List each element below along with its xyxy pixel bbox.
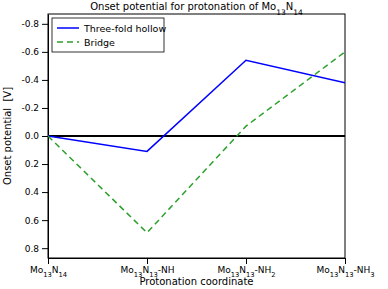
legend-label: Bridge [84, 37, 115, 48]
text-part: -NH [354, 265, 371, 275]
y-tick-mark [42, 24, 48, 25]
text-part: Mo [217, 265, 231, 275]
y-tick-label: -0.2 [21, 103, 39, 113]
y-tick-label: 0.4 [25, 187, 40, 197]
reference-line [48, 135, 345, 137]
y-tick: 0.0 [25, 131, 48, 141]
x-tick: Mo13N14 [30, 258, 67, 279]
y-tick-label: 0.8 [25, 244, 40, 254]
y-tick-label: -0.8 [21, 19, 39, 29]
x-tick-label: Mo13N13-NH3 [316, 265, 374, 279]
y-tick-mark [42, 220, 48, 221]
legend-label: Three-fold hollow [83, 23, 166, 34]
text-part: N [142, 265, 149, 275]
chart-title: Onset potential for protonation of Mo13N… [90, 1, 303, 17]
y-tick-label: 0.6 [25, 216, 40, 226]
legend-swatch [57, 41, 79, 43]
text-part: 14 [59, 271, 68, 279]
y-tick-label: 0.2 [25, 159, 39, 169]
plot-area [48, 52, 345, 233]
x-tick-label: Mo13N14 [30, 265, 67, 279]
y-tick: -0.4 [21, 75, 48, 85]
y-tick-mark [42, 108, 48, 109]
y-tick: -0.8 [21, 19, 48, 29]
text-part: N [52, 265, 59, 275]
chart: -0.8-0.6-0.4-0.20.00.20.40.60.8Mo13N14Mo… [0, 0, 388, 289]
y-tick: 0.8 [25, 244, 48, 254]
x-tick: Mo13N13-NH3 [316, 258, 374, 279]
x-tick-mark [48, 258, 49, 264]
text-part: N [239, 265, 246, 275]
plot-frame [48, 14, 345, 258]
y-tick-label: -0.4 [21, 75, 39, 85]
series-line [48, 60, 345, 151]
y-tick-mark [42, 80, 48, 81]
y-tick: 0.2 [25, 159, 48, 169]
y-tick-mark [42, 192, 48, 193]
x-tick-mark [147, 258, 148, 264]
text-part: -NH [255, 265, 272, 275]
text-part: Mo [121, 265, 135, 275]
text-part: 3 [370, 271, 374, 279]
text-part: N [338, 265, 345, 275]
y-axis-title: Onset potential [V] [2, 87, 13, 185]
text-part: Mo [316, 265, 330, 275]
y-tick-mark [42, 52, 48, 53]
text-part: 13 [276, 8, 286, 17]
text-part: Onset potential for protonation of Mo [90, 1, 276, 12]
x-axis-line [49, 258, 346, 259]
x-tick-mark [246, 258, 247, 264]
y-tick: -0.6 [21, 47, 48, 57]
y-tick: -0.2 [21, 103, 48, 113]
y-tick: 0.6 [25, 216, 48, 226]
text-part: 13 [43, 271, 52, 279]
y-tick-mark [42, 164, 48, 165]
y-tick-label: -0.6 [21, 47, 39, 57]
text-part: N [286, 1, 293, 12]
text-part: 14 [293, 8, 303, 17]
series-line [48, 52, 345, 233]
x-tick-mark [345, 258, 346, 264]
text-part: 13 [345, 271, 354, 279]
y-axis: -0.8 -0.6 -0.4 -0.2 0.0 0.2 0.4 0.6 0.8 [21, 15, 48, 259]
text-part: 2 [271, 271, 275, 279]
y-tick-mark [42, 248, 48, 249]
text-part: -NH [158, 265, 175, 275]
text-part: Mo [30, 265, 44, 275]
text-part: 13 [330, 271, 339, 279]
legend: Three-fold hollow Bridge [52, 18, 166, 52]
y-tick: 0.4 [25, 187, 48, 197]
y-tick-mark [42, 136, 48, 137]
legend-swatch [57, 27, 79, 29]
x-axis-title: Protonation coordinate [139, 276, 253, 287]
y-tick-label: 0.0 [25, 131, 40, 141]
